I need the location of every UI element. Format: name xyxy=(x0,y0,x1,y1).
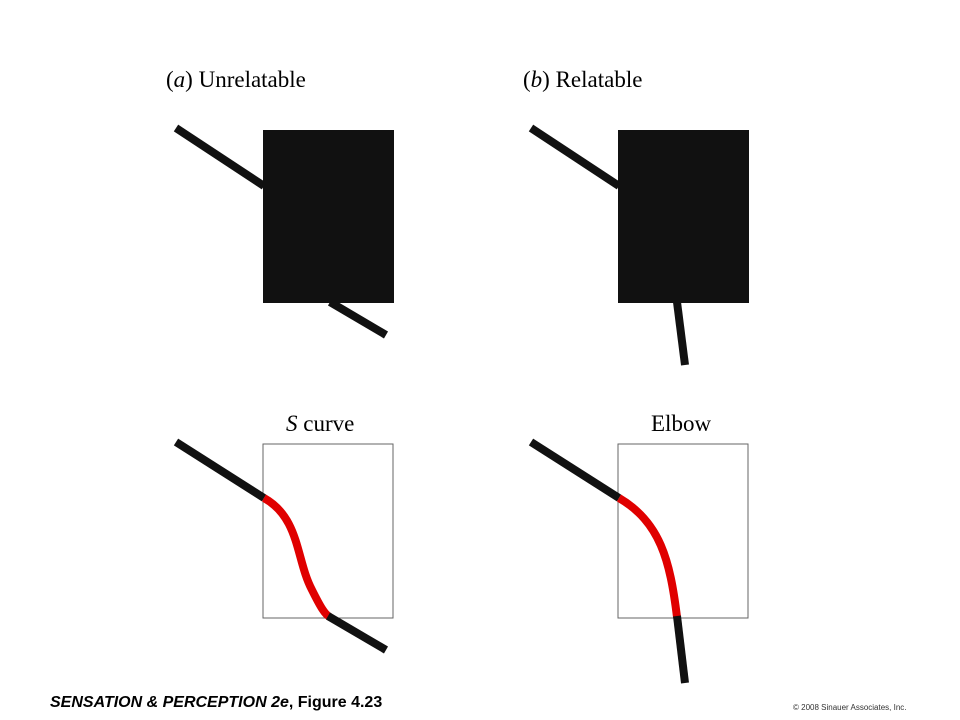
panel-a-completion-label-rest: curve xyxy=(297,411,355,436)
panel-b-occluder xyxy=(618,130,749,303)
panel-a-heading: (a) Unrelatable xyxy=(166,67,306,92)
panel-a-completion-lower-edge xyxy=(325,612,389,654)
panel-b-completion-upper-edge xyxy=(528,438,622,502)
panel-a-s-curve xyxy=(261,494,332,621)
panel-b-heading: (b) Relatable xyxy=(523,67,643,92)
panel-a-completion-label-italic: S xyxy=(286,411,298,436)
figure-caption: SENSATION & PERCEPTION 2e, Figure 4.23 xyxy=(50,695,382,711)
panel-a-occluder xyxy=(263,130,394,303)
panel-a-lower-edge xyxy=(327,298,389,339)
book-title: SENSATION & PERCEPTION 2e xyxy=(50,694,289,711)
panel-a-outline-box xyxy=(262,443,394,619)
panel-b-upper-edge xyxy=(528,124,622,190)
panel-a-upper-edge xyxy=(173,124,267,190)
panel-b-elbow-curve xyxy=(616,494,681,618)
panel-b-completion-label-text: Elbow xyxy=(651,411,712,436)
panel-a-tag: a xyxy=(173,67,186,92)
panel-a-completion-upper-edge xyxy=(173,438,267,502)
panel-b-completion-label: Elbow xyxy=(651,412,711,435)
panel-a-occluded-figure xyxy=(173,124,394,339)
panel-b-title: Relatable xyxy=(555,67,643,92)
figure-number: , Figure 4.23 xyxy=(288,694,383,711)
panel-b-completion-lower-edge xyxy=(673,615,689,684)
copyright-notice: © 2008 Sinauer Associates, Inc. xyxy=(793,703,907,712)
panel-b-completion-figure xyxy=(528,438,749,684)
panel-b-occluded-figure xyxy=(528,124,749,366)
panel-a-title: Unrelatable xyxy=(198,67,306,92)
panel-a-completion-figure xyxy=(173,438,394,654)
panel-b-lower-edge xyxy=(673,301,689,366)
panel-b-outline-box xyxy=(617,443,749,619)
panel-b-tag: b xyxy=(530,67,543,92)
panel-a-completion-label: S curve xyxy=(286,412,354,435)
